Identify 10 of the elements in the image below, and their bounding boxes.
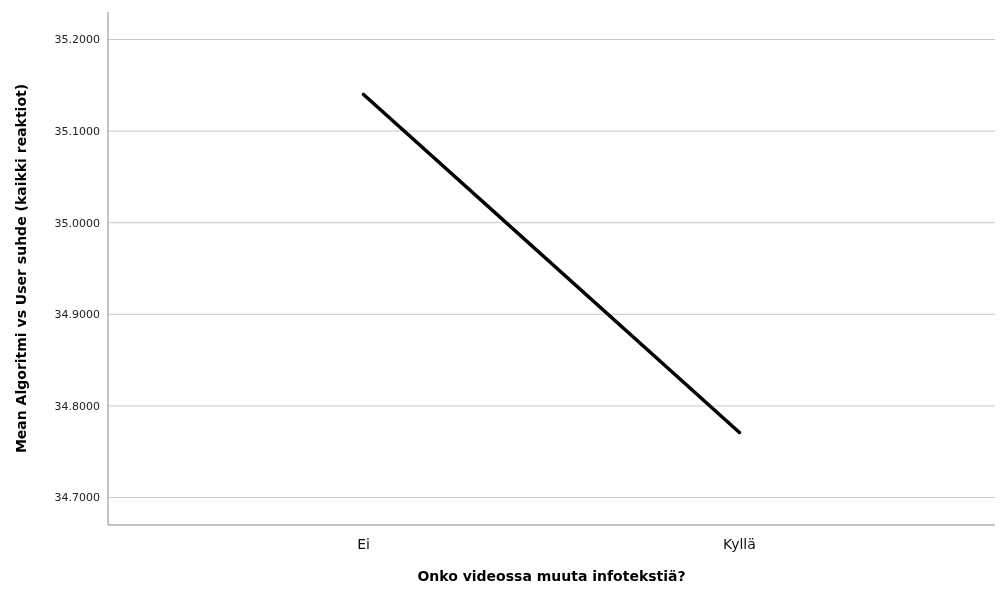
y-tick-label: 34.7000 <box>54 491 100 505</box>
y-axis-title: Mean Algoritmi vs User suhde (kaikki reaktiot) <box>13 83 29 454</box>
y-tick-label: 35.1000 <box>54 124 100 138</box>
x-axis-title: Onko videossa muuta infotekstiä? <box>417 568 686 584</box>
y-tick-label: 35.2000 <box>54 33 100 47</box>
x-tick-label: Ei <box>357 536 370 552</box>
y-tick-label: 34.9000 <box>54 308 100 322</box>
y-tick-label: 35.0000 <box>54 216 100 230</box>
y-tick-label: 34.8000 <box>54 399 100 413</box>
x-tick-label: Kyllä <box>723 536 756 552</box>
